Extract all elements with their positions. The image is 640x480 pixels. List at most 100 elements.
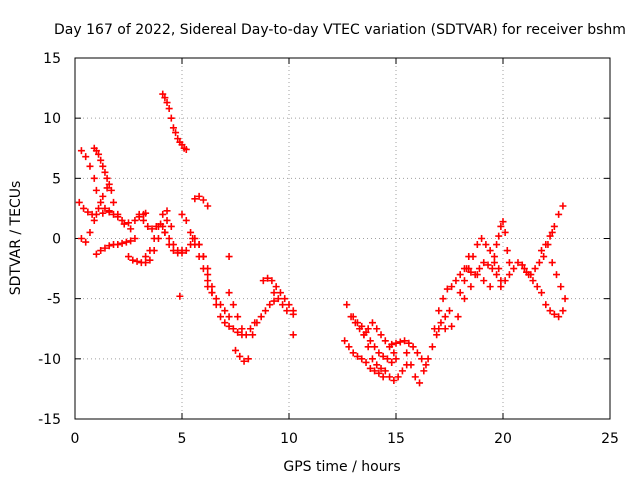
data-point [377,331,385,339]
data-point [452,277,460,285]
data-point [279,301,287,309]
data-point [236,352,244,360]
data-point [542,301,550,309]
data-point [229,325,237,333]
data-point [435,325,443,333]
data-point [272,283,280,291]
data-point [490,259,498,267]
data-point [274,295,282,303]
data-point [510,265,518,273]
data-point [131,235,139,242]
data-point [499,218,507,226]
data-point [364,343,372,351]
data-point [212,295,220,303]
data-point [133,257,141,265]
data-point [561,295,569,303]
data-point [234,328,242,336]
data-point [460,277,468,285]
data-point [386,373,394,381]
data-point [174,247,182,255]
data-point [416,379,424,387]
data-point [343,301,351,309]
data-point [97,247,105,255]
data-point [163,216,171,224]
data-point [270,289,278,297]
data-point [229,301,237,309]
data-point [529,277,537,285]
data-point [388,358,396,366]
data-point [394,373,402,381]
data-point [99,209,107,217]
data-point [467,268,475,276]
data-point [159,90,167,98]
data-point [398,367,406,375]
data-point [150,247,158,255]
plot-frame [74,57,611,420]
series-arc-ag [520,265,567,321]
data-point [97,198,105,206]
x-tick-label: 15 [387,431,405,447]
x-tick-label: 10 [280,431,298,447]
data-point [176,292,184,300]
x-tick-label: 0 [71,431,80,447]
series-arc-x [360,319,398,357]
data-point [159,210,167,218]
data-point [490,253,498,261]
data-point [520,265,528,273]
data-point [443,285,451,293]
data-point [276,289,284,297]
data-point [221,307,229,315]
data-point [379,352,387,360]
data-point [259,277,267,285]
data-point [418,355,426,363]
data-point [456,289,464,297]
data-point [366,364,374,372]
data-point [80,204,88,212]
data-point [375,369,383,377]
data-point [163,99,171,107]
data-point [139,216,147,224]
data-point [77,235,85,242]
y-tick-label: -5 [47,292,61,308]
data-point [388,340,396,348]
series-arc-h [142,216,175,267]
x-tick-label: 5 [178,431,187,447]
data-point [178,249,186,257]
data-point [285,301,293,309]
data-point [548,228,556,236]
data-point [257,313,265,321]
data-point [424,355,432,363]
data-point [101,244,109,252]
series-arc-ah [538,202,567,255]
data-point [555,210,563,218]
data-point [364,325,372,333]
data-point [546,307,554,315]
data-point [371,367,379,375]
data-point [125,253,132,261]
data-point [433,331,441,339]
data-point [390,376,398,384]
data-point [396,338,404,346]
data-point [110,198,118,206]
data-point [217,313,225,321]
data-point [127,225,135,233]
data-point [225,289,233,297]
data-point [152,222,160,230]
data-point [467,283,475,291]
data-point [505,271,513,279]
data-point [204,202,212,210]
series-arc-t [176,253,297,339]
data-point [142,253,150,261]
data-point [439,295,447,303]
data-point [540,253,548,261]
data-point [503,247,511,255]
data-point [163,207,171,215]
data-point [82,238,90,246]
data-point [84,208,92,216]
data-point [92,147,100,155]
data-point [345,343,353,351]
data-point [531,265,539,273]
series-arc-e [92,235,139,258]
grid-lines [75,58,610,419]
data-point [548,259,556,267]
